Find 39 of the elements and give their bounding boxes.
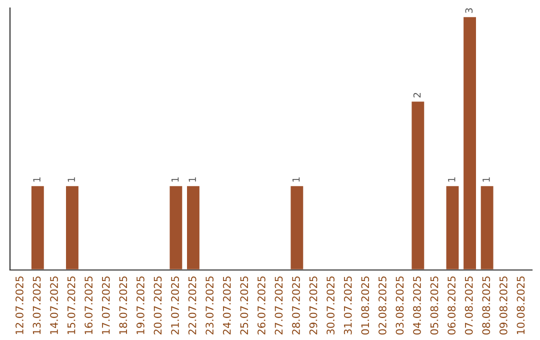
x-tick-label: 26.07.2025 bbox=[258, 276, 266, 334]
x-tick-label: 18.07.2025 bbox=[119, 276, 128, 334]
x-tick-label: 02.08.2025 bbox=[378, 276, 386, 335]
x-tick-label: 05.08.2025 bbox=[430, 276, 438, 335]
x-tick-label: 31.07.2025 bbox=[344, 276, 352, 334]
x-tick-label: 24.07.2025 bbox=[222, 276, 231, 334]
data-label: 1 bbox=[188, 177, 196, 182]
x-tick-label: 29.07.2025 bbox=[309, 276, 318, 334]
x-tick-label: 23.07.2025 bbox=[206, 276, 214, 334]
x-tick-label: 17.07.2025 bbox=[102, 276, 110, 334]
x-tick-label: 14.07.2025 bbox=[50, 276, 58, 334]
x-tick-label: 27.07.2025 bbox=[274, 276, 283, 334]
x-tick-label: 08.08.2025 bbox=[482, 276, 490, 335]
x-tick-label: 04.08.2025 bbox=[413, 276, 421, 335]
x-tick-label: 20.07.2025 bbox=[154, 276, 162, 334]
x-tick-label: 01.08.2025 bbox=[361, 276, 370, 335]
data-label: 1 bbox=[448, 177, 456, 182]
data-label: 1 bbox=[33, 177, 40, 182]
x-tick-label: 30.07.2025 bbox=[326, 276, 335, 334]
data-label: 1 bbox=[172, 177, 179, 182]
x-tick-label: 19.07.2025 bbox=[136, 276, 144, 334]
x-tick-label: 28.07.2025 bbox=[292, 276, 300, 334]
x-tick-label: 03.08.2025 bbox=[396, 276, 404, 335]
x-tick-label: 13.07.2025 bbox=[32, 276, 41, 334]
data-label: 2 bbox=[413, 92, 421, 98]
x-tick-label: 12.07.2025 bbox=[16, 276, 24, 334]
x-tick-label: 21.07.2025 bbox=[171, 276, 179, 334]
x-tick-label: 06.08.2025 bbox=[448, 276, 456, 335]
data-label: 3 bbox=[465, 8, 473, 13]
data-label: 1 bbox=[482, 177, 490, 182]
x-tick-label: 10.08.2025 bbox=[516, 276, 525, 334]
x-tick-label: 09.08.2025 bbox=[499, 276, 508, 335]
x-tick-label: 15.07.2025 bbox=[67, 276, 76, 334]
x-tick-label: 22.07.2025 bbox=[188, 276, 196, 334]
x-tick-label: 07.08.2025 bbox=[464, 276, 473, 335]
x-tick-label: 25.07.2025 bbox=[240, 276, 248, 334]
data-label: 1 bbox=[292, 177, 300, 182]
data-label: 1 bbox=[68, 177, 75, 182]
x-tick-label: 16.07.2025 bbox=[84, 276, 93, 334]
